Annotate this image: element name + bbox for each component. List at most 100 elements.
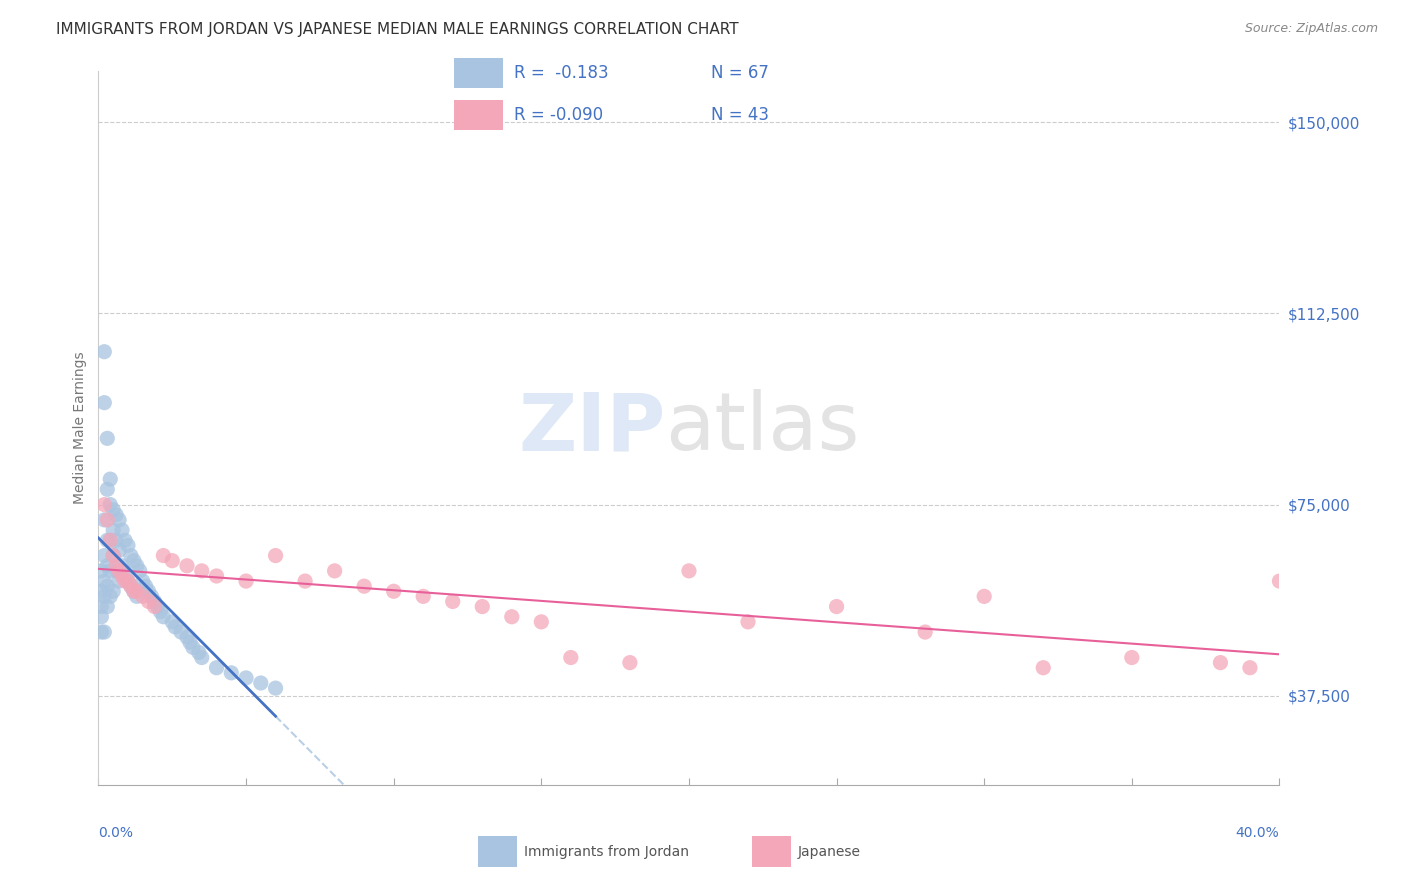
Point [825, 599, 848, 614]
Point [98, 472, 121, 486]
Point [122, 584, 145, 599]
Point [122, 584, 145, 599]
Point [93, 344, 115, 359]
Point [90, 564, 112, 578]
Point [1209, 656, 1232, 670]
Point [143, 599, 166, 614]
Text: 0.0%: 0.0% [98, 826, 134, 839]
Point [96, 431, 118, 445]
Point [108, 513, 131, 527]
Point [93, 590, 115, 604]
Point [105, 558, 128, 573]
Point [105, 508, 128, 522]
Point [98, 498, 121, 512]
Point [191, 650, 214, 665]
Point [146, 599, 169, 614]
Text: ZIP: ZIP [517, 389, 665, 467]
Point [191, 564, 214, 578]
Point [264, 681, 287, 695]
Point [120, 579, 142, 593]
Point [108, 564, 131, 578]
Point [103, 523, 125, 537]
Point [619, 656, 641, 670]
Y-axis label: Median Male Earnings: Median Male Earnings [73, 351, 87, 505]
Point [250, 676, 273, 690]
Point [93, 498, 115, 512]
Point [353, 579, 375, 593]
Point [96, 483, 118, 497]
Text: Immigrants from Jordan: Immigrants from Jordan [524, 845, 689, 859]
Bar [478, 837, 517, 867]
Point [205, 661, 228, 675]
Point [914, 625, 936, 640]
Point [96, 558, 118, 573]
Point [103, 549, 125, 563]
Point [93, 574, 115, 588]
Text: R =  -0.183: R = -0.183 [513, 63, 609, 82]
Point [93, 513, 115, 527]
Text: IMMIGRANTS FROM JORDAN VS JAPANESE MEDIAN MALE EARNINGS CORRELATION CHART: IMMIGRANTS FROM JORDAN VS JAPANESE MEDIA… [56, 22, 740, 37]
Point [128, 564, 150, 578]
Point [235, 671, 257, 685]
Point [96, 533, 118, 548]
Point [441, 594, 464, 608]
Point [98, 564, 121, 578]
Point [96, 579, 118, 593]
Point [132, 590, 155, 604]
Point [149, 605, 172, 619]
Point [264, 549, 287, 563]
Text: 40.0%: 40.0% [1236, 826, 1279, 839]
Point [90, 599, 112, 614]
Point [125, 590, 148, 604]
Text: Japanese: Japanese [799, 845, 860, 859]
Point [205, 569, 228, 583]
Point [1239, 661, 1261, 675]
Point [143, 594, 166, 608]
Point [1032, 661, 1054, 675]
Point [187, 645, 209, 659]
Point [138, 584, 160, 599]
Point [125, 558, 148, 573]
Point [108, 574, 131, 588]
Point [98, 590, 121, 604]
Point [103, 549, 125, 563]
Point [98, 533, 121, 548]
Point [181, 640, 204, 655]
Text: R = -0.090: R = -0.090 [513, 105, 603, 124]
Point [120, 579, 142, 593]
Point [122, 554, 145, 568]
Point [162, 615, 183, 629]
Point [135, 579, 157, 593]
Point [170, 625, 193, 640]
Point [125, 584, 148, 599]
Point [219, 665, 242, 680]
Point [176, 630, 198, 644]
Point [120, 549, 142, 563]
Point [501, 609, 523, 624]
Point [111, 569, 134, 583]
Point [93, 549, 115, 563]
Point [105, 533, 128, 548]
Point [103, 502, 125, 516]
Point [176, 558, 198, 573]
Point [141, 590, 163, 604]
Bar [454, 100, 502, 129]
Point [93, 395, 115, 409]
Point [138, 594, 160, 608]
Point [93, 625, 115, 640]
Point [530, 615, 553, 629]
Text: Source: ZipAtlas.com: Source: ZipAtlas.com [1244, 22, 1378, 36]
Point [179, 635, 201, 649]
Point [114, 533, 136, 548]
Point [96, 599, 118, 614]
Point [114, 569, 136, 583]
Point [165, 620, 187, 634]
Point [235, 574, 257, 588]
Point [1268, 574, 1291, 588]
Point [90, 625, 112, 640]
Point [111, 523, 134, 537]
Point [90, 609, 112, 624]
Point [103, 584, 125, 599]
Text: atlas: atlas [665, 389, 859, 467]
Point [152, 549, 174, 563]
